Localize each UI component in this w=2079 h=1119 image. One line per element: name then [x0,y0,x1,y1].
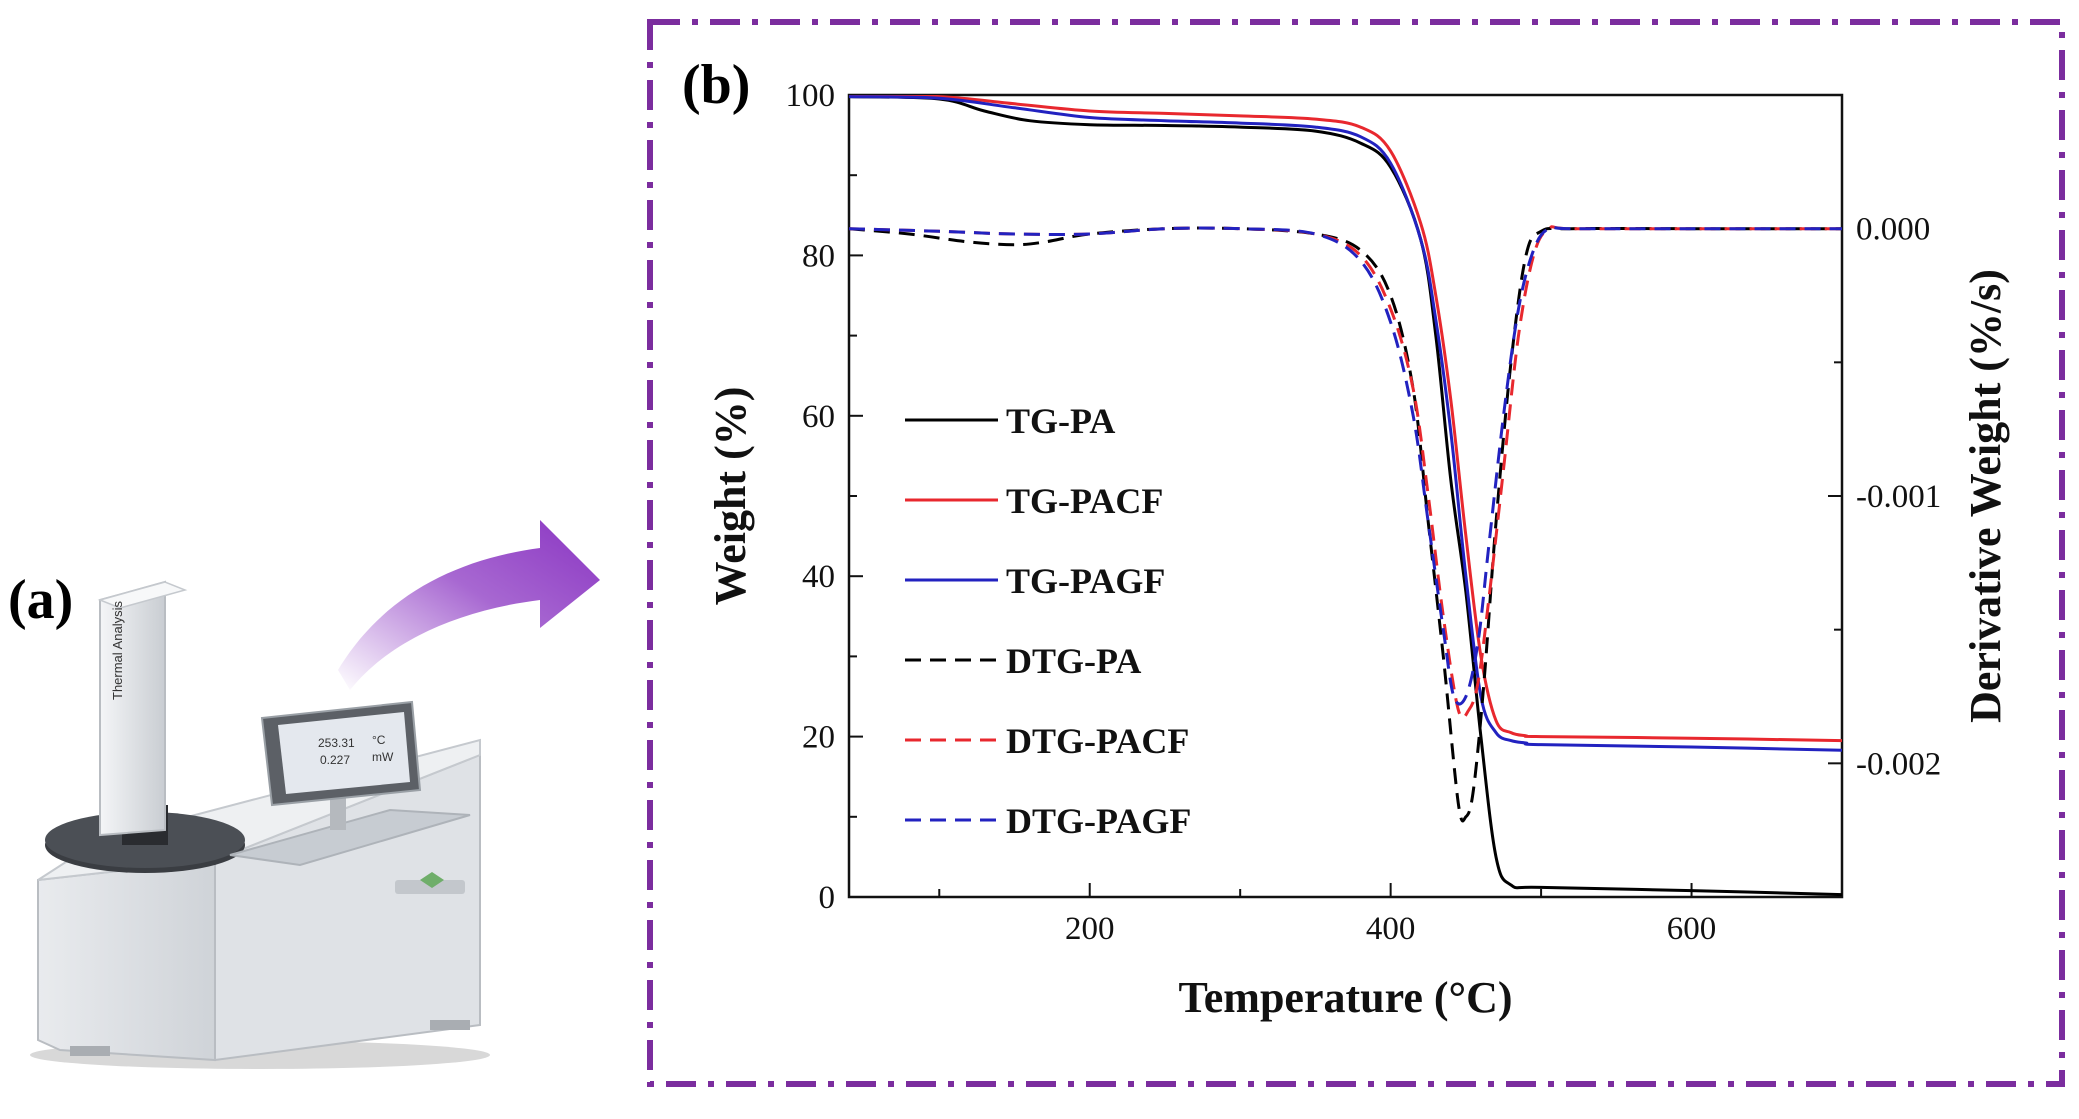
tga-chart: 200 400 600 0 20 40 60 80 100 0.000 -0.001 -0.002 Te… [706,78,2010,1022]
legend-label-tg-pa: TG-PA [1006,401,1115,441]
legend-label-dtg-pagf: DTG-PAGF [1006,801,1191,841]
plot-frame [847,93,1844,899]
x-tick-label: 600 [1667,911,1717,947]
instrument-column-text: Thermal Analysis [110,601,125,700]
x-tick-label: 200 [1065,911,1115,947]
y-tick-label: 60 [802,399,835,435]
panel-b-frame [647,19,2065,1087]
legend-label-tg-pacf: TG-PACF [1006,481,1163,521]
y-axis-title: Weight (%) [706,387,755,606]
y-tick-label: 20 [802,720,835,756]
y2-tick-label: 0.000 [1856,212,1930,248]
y-tick-label: 80 [802,238,835,274]
y-tick-label: 0 [819,880,836,916]
instrument-illustration: Thermal Analysis 253.31 °C 0.227 mW [30,580,490,1069]
screen-unit-2: mW [372,750,394,764]
legend-label-dtg-pacf: DTG-PACF [1006,721,1189,761]
y-tick-label: 100 [786,78,836,114]
panel-a-label: (a) [8,569,73,631]
series-line-tg-pagf [849,95,1842,752]
series-line-dtg-pacf [849,225,1842,720]
series-line-dtg-pa [849,226,1842,823]
legend-label-dtg-pa: DTG-PA [1006,641,1141,681]
screen-unit-1: °C [372,733,386,747]
x-axis-title: Temperature (°C) [1178,973,1512,1022]
y2-axis-title: Derivative Weight (%/s) [1961,269,2010,723]
instrument-screen: 253.31 °C 0.227 mW [260,700,422,807]
screen-value-1: 253.31 [318,736,355,750]
y2-tick-label: -0.002 [1856,746,1941,782]
screen-value-2: 0.227 [320,753,350,767]
legend-label-tg-pagf: TG-PAGF [1006,561,1165,601]
transition-arrow [338,520,600,690]
x-tick-label: 400 [1366,911,1416,947]
series-line-tg-pa [849,95,1842,897]
panel-b-label: (b) [682,54,750,116]
series-line-tg-pacf [849,95,1842,743]
y-tick-label: 40 [802,559,835,595]
y2-tick-label: -0.001 [1856,479,1941,515]
series-line-dtg-pagf [849,225,1842,706]
